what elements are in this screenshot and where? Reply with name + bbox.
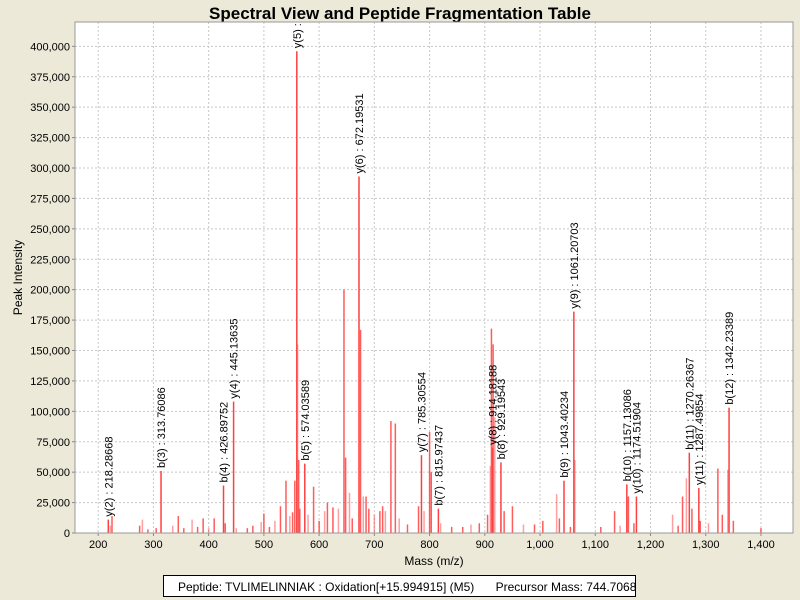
y-tick-label: 325,000 bbox=[30, 133, 70, 145]
x-tick-label: 300 bbox=[144, 539, 162, 551]
plot-area bbox=[75, 22, 793, 533]
peak-label: b(9) : 1043.40234 bbox=[559, 391, 571, 478]
y-tick-label: 350,000 bbox=[30, 102, 70, 114]
x-tick-label: 1,200 bbox=[637, 539, 665, 551]
y-tick-label: 100,000 bbox=[30, 406, 70, 418]
x-axis-label: Mass (m/z) bbox=[404, 554, 463, 568]
peak-label: b(5) : 574.03589 bbox=[300, 380, 312, 461]
y-tick-label: 300,000 bbox=[30, 163, 70, 175]
peak-label: y(9) : 1061.20703 bbox=[569, 222, 581, 308]
peptide-label: Peptide: TVLIMELINNIAK : Oxidation[+15.9… bbox=[178, 580, 475, 594]
precursor-mass-label: Precursor Mass: 744.7068 bbox=[495, 580, 637, 594]
x-tick-label: 1,000 bbox=[526, 539, 554, 551]
peak-label: b(8) : 929.19543 bbox=[496, 379, 508, 460]
x-tick-label: 500 bbox=[255, 539, 273, 551]
y-tick-label: 250,000 bbox=[30, 224, 70, 236]
y-axis-label: Peak Intensity bbox=[11, 240, 25, 315]
y-tick-label: 125,000 bbox=[30, 376, 70, 388]
peak-label: y(7) : 785.30554 bbox=[416, 372, 428, 452]
x-tick-label: 1,400 bbox=[747, 539, 775, 551]
y-tick-label: 200,000 bbox=[30, 285, 70, 297]
chart-title: Spectral View and Peptide Fragmentation … bbox=[209, 4, 591, 23]
peak-label: y(2) : 218.28668 bbox=[103, 436, 115, 516]
y-tick-label: 275,000 bbox=[30, 193, 70, 205]
y-tick-label: 0 bbox=[64, 528, 70, 540]
x-tick-label: 900 bbox=[476, 539, 494, 551]
peak-label: y(8) : 914.18188 bbox=[488, 365, 500, 445]
y-tick-label: 375,000 bbox=[30, 72, 70, 84]
x-tick-label: 1,100 bbox=[582, 539, 610, 551]
y-tick-label: 150,000 bbox=[30, 346, 70, 358]
y-tick-label: 50,000 bbox=[36, 467, 70, 479]
peak-label: b(10) : 1157.13086 bbox=[622, 389, 634, 481]
x-tick-label: 800 bbox=[420, 539, 438, 551]
peak-label: y(5) : bbox=[292, 23, 304, 48]
plot-border bbox=[74, 21, 794, 534]
x-tick-label: 400 bbox=[199, 539, 217, 551]
peak-label: y(4) : 445.13635 bbox=[229, 318, 241, 398]
peak-label: b(7) : 815.97437 bbox=[433, 425, 445, 506]
y-tick-label: 400,000 bbox=[30, 41, 70, 53]
peak-label: b(3) : 313.76086 bbox=[156, 387, 168, 468]
peak-label: b(4) : 426.89752 bbox=[219, 402, 231, 483]
x-tick-label: 1,300 bbox=[692, 539, 720, 551]
x-tick-label: 200 bbox=[89, 539, 107, 551]
peak-label: y(11) : 1287.49854 bbox=[694, 393, 706, 485]
y-tick-label: 75,000 bbox=[36, 437, 70, 449]
peptide-info-box: Peptide: TVLIMELINNIAK : Oxidation[+15.9… bbox=[163, 575, 636, 597]
peak-label: b(12) : 1342.23389 bbox=[724, 312, 736, 405]
peak-label: y(10) : 1174.51904 bbox=[631, 402, 643, 494]
peak-label: y(6) : 672.19531 bbox=[354, 93, 366, 173]
y-tick-label: 175,000 bbox=[30, 315, 70, 327]
y-tick-label: 25,000 bbox=[36, 498, 70, 510]
x-tick-label: 700 bbox=[365, 539, 383, 551]
x-tick-label: 600 bbox=[310, 539, 328, 551]
peak-label: b(11) : 1270.26367 bbox=[684, 358, 696, 450]
y-tick-label: 225,000 bbox=[30, 254, 70, 266]
